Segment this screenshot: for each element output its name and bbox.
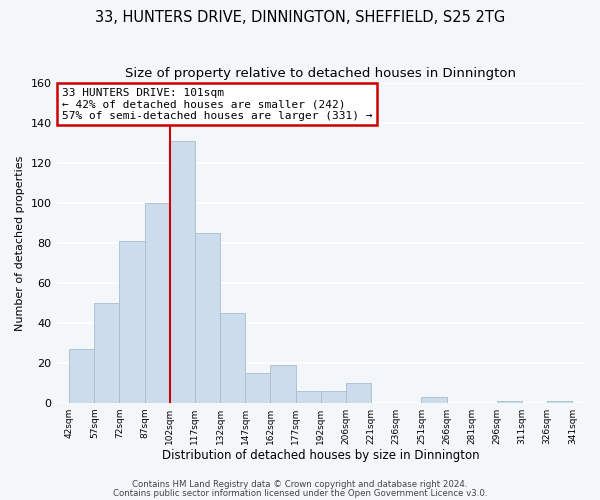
Bar bbox=[170, 141, 195, 403]
Text: 33, HUNTERS DRIVE, DINNINGTON, SHEFFIELD, S25 2TG: 33, HUNTERS DRIVE, DINNINGTON, SHEFFIELD… bbox=[95, 10, 505, 25]
Bar bbox=[145, 203, 170, 402]
X-axis label: Distribution of detached houses by size in Dinnington: Distribution of detached houses by size … bbox=[162, 450, 479, 462]
Bar bbox=[547, 400, 572, 402]
Bar bbox=[421, 396, 446, 402]
Bar bbox=[195, 233, 220, 402]
Bar bbox=[321, 390, 346, 402]
Bar bbox=[220, 313, 245, 402]
Text: Contains HM Land Registry data © Crown copyright and database right 2024.: Contains HM Land Registry data © Crown c… bbox=[132, 480, 468, 489]
Bar bbox=[245, 372, 271, 402]
Bar bbox=[296, 390, 321, 402]
Bar bbox=[497, 400, 522, 402]
Bar bbox=[94, 303, 119, 402]
Title: Size of property relative to detached houses in Dinnington: Size of property relative to detached ho… bbox=[125, 68, 516, 80]
Bar bbox=[69, 349, 94, 403]
Bar bbox=[119, 241, 145, 402]
Bar bbox=[346, 382, 371, 402]
Text: 33 HUNTERS DRIVE: 101sqm
← 42% of detached houses are smaller (242)
57% of semi-: 33 HUNTERS DRIVE: 101sqm ← 42% of detach… bbox=[62, 88, 373, 121]
Y-axis label: Number of detached properties: Number of detached properties bbox=[15, 155, 25, 330]
Bar bbox=[271, 364, 296, 403]
Text: Contains public sector information licensed under the Open Government Licence v3: Contains public sector information licen… bbox=[113, 489, 487, 498]
